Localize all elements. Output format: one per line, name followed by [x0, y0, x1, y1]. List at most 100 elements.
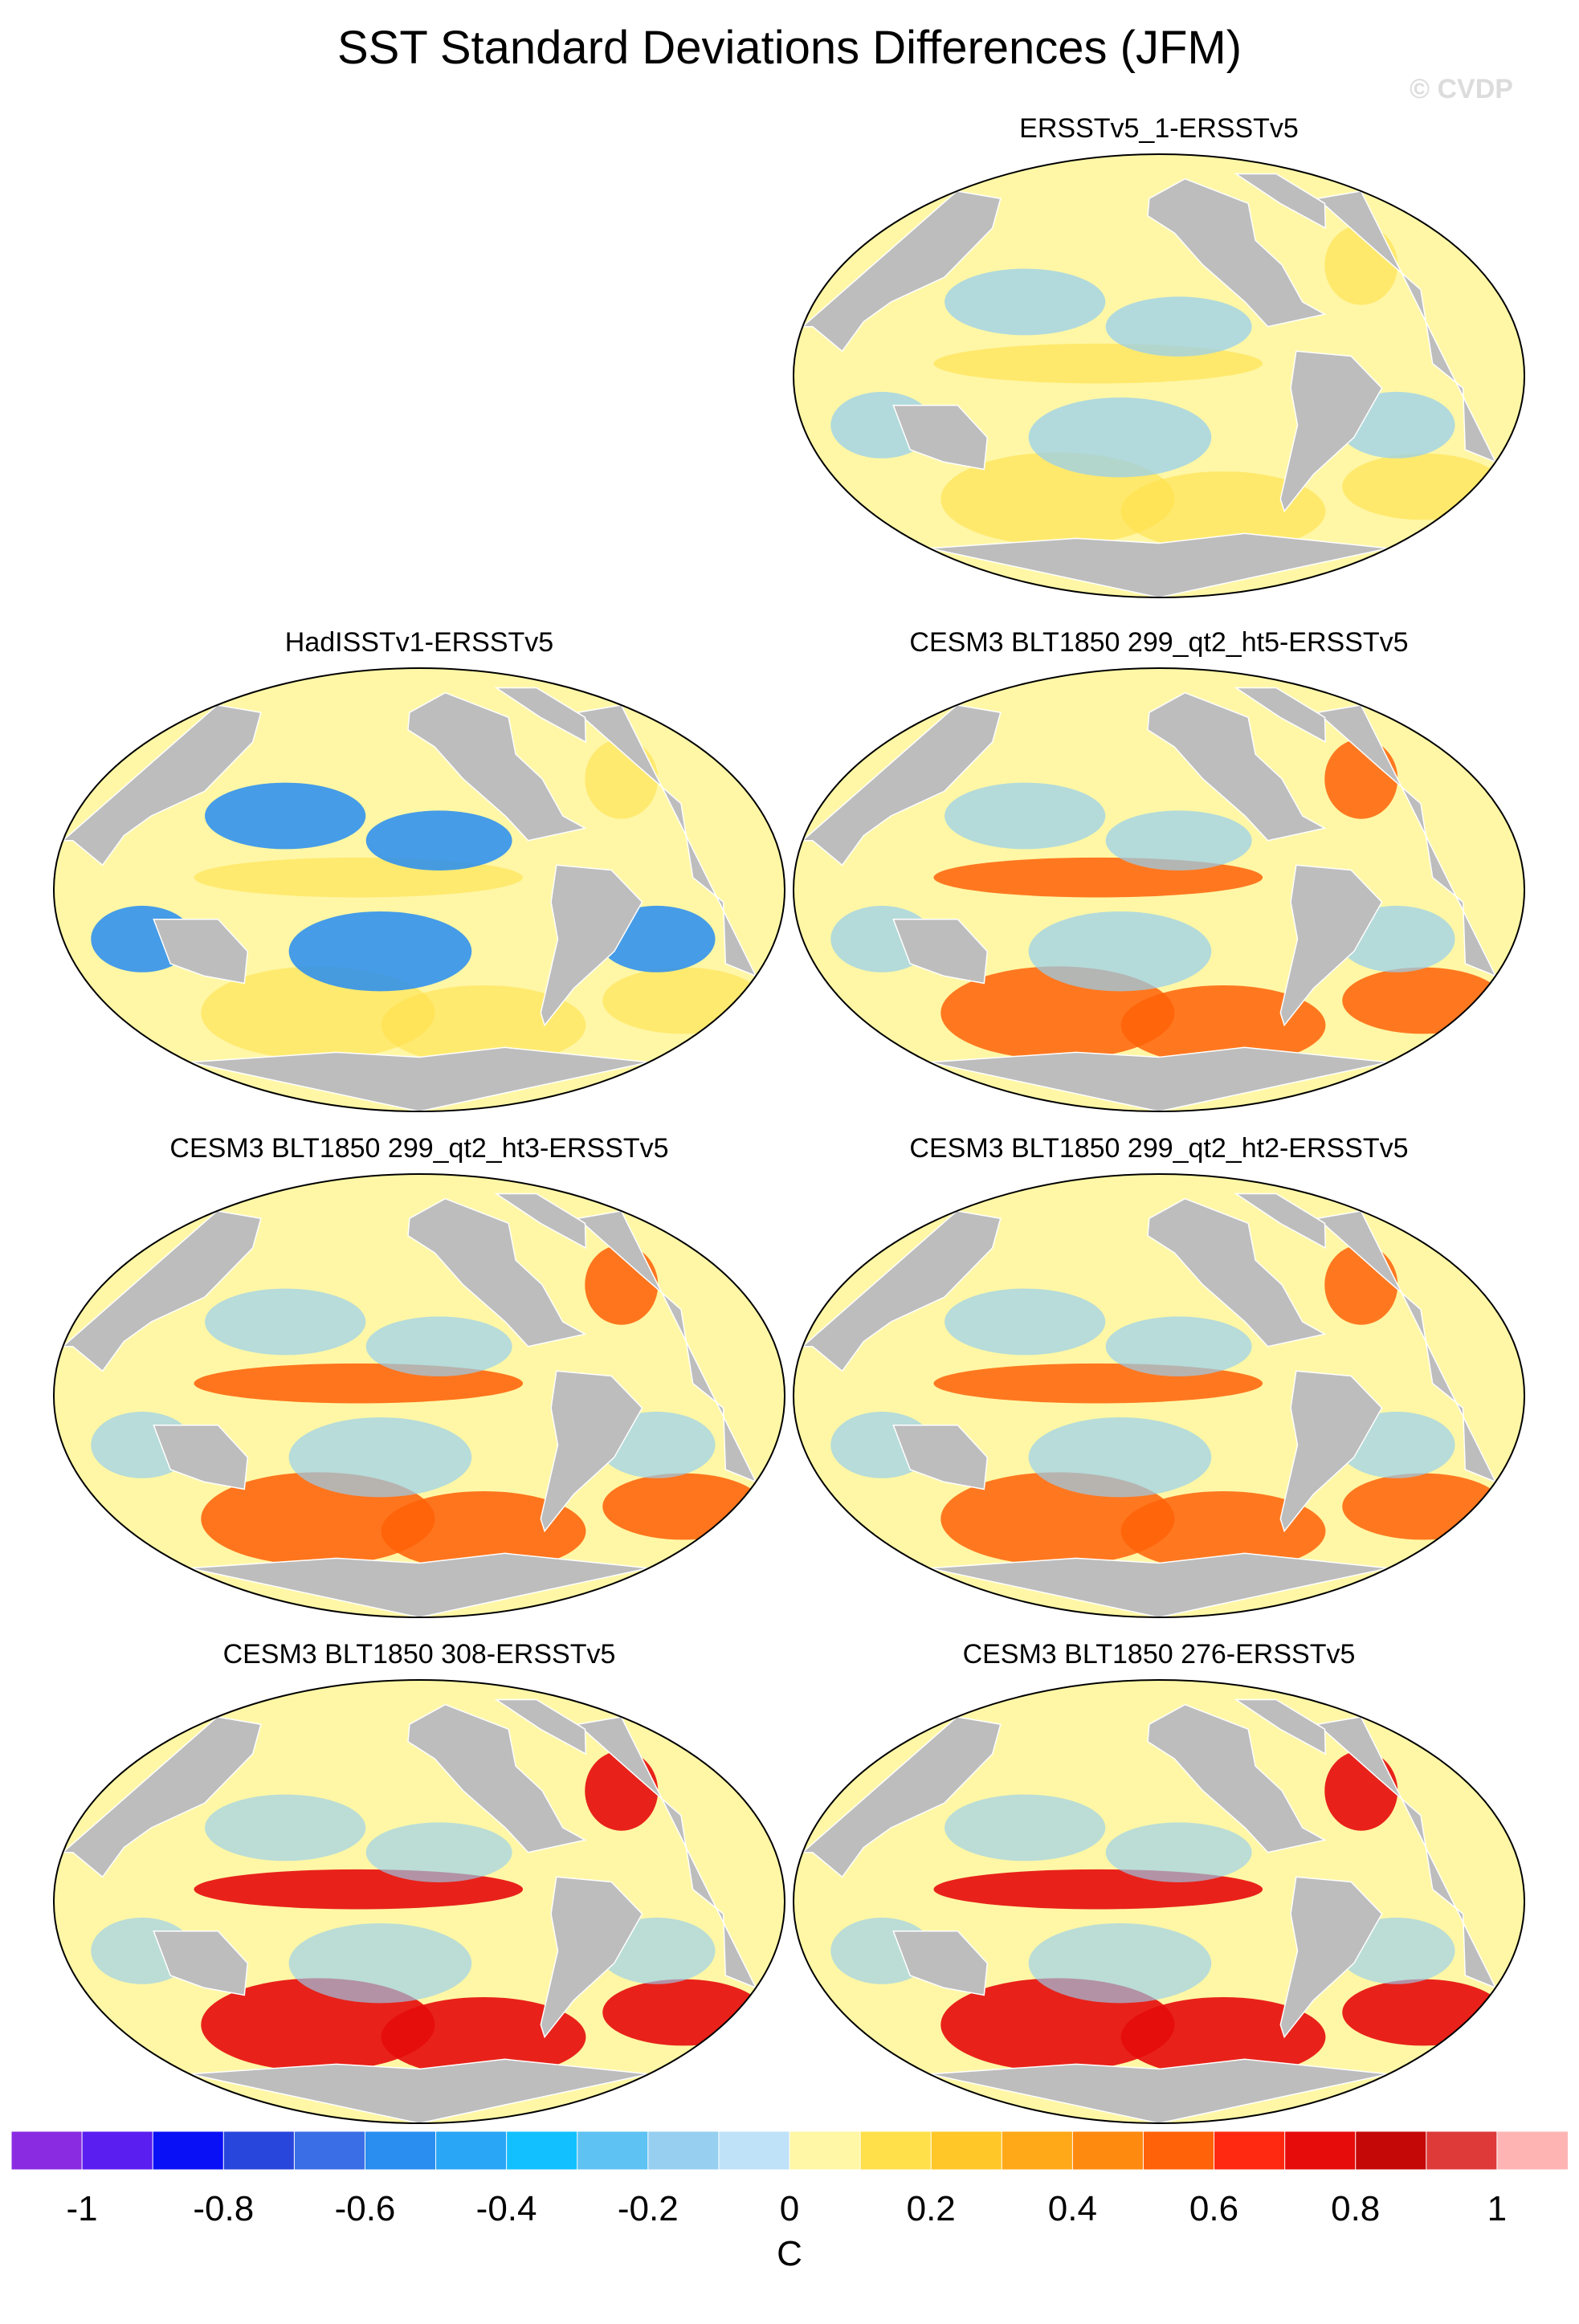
australia-land — [892, 1425, 989, 1490]
south-america-land — [540, 1876, 643, 2039]
cold-anomaly-region — [1028, 397, 1212, 478]
europe-africa-land — [1316, 704, 1497, 977]
world-map — [793, 667, 1525, 1112]
greenland-land — [1234, 687, 1327, 744]
colorbar-tick-label: 0.6 — [1189, 2189, 1239, 2228]
australia-land — [892, 919, 989, 985]
cold-anomaly-region — [288, 1922, 472, 2004]
greenland-land — [494, 1698, 587, 1755]
europe-africa-land — [576, 704, 757, 977]
cold-anomaly-region — [365, 1822, 512, 1882]
warm-anomaly-region — [381, 1490, 586, 1572]
south-america-land — [1279, 1876, 1383, 2039]
map-outline — [53, 1173, 785, 1618]
world-map — [53, 667, 785, 1112]
warm-anomaly-region — [1342, 1979, 1504, 2046]
cold-anomaly-region — [1028, 1922, 1212, 2004]
panel-title: HadISSTv1-ERSSTv5 — [284, 627, 554, 658]
north-america-land — [1147, 1703, 1327, 1853]
colorbar-swatch — [222, 2131, 296, 2170]
warm-anomaly-region — [1342, 1473, 1504, 1540]
watermark: © CVDP — [1410, 74, 1513, 104]
colorbar-swatch — [293, 2131, 366, 2170]
map-outline — [793, 1173, 1525, 1618]
warm-anomaly-region — [1120, 1490, 1326, 1572]
australia-land — [153, 919, 249, 985]
warm-anomaly-region — [602, 1473, 764, 1540]
panel-title: CESM3 BLT1850 308-ERSSTv5 — [222, 1639, 616, 1670]
colorbar-tick-label: 0.2 — [906, 2189, 956, 2228]
australia-land — [153, 1425, 249, 1490]
colorbar-swatch — [506, 2131, 578, 2170]
colorbar-tick-label: -0.6 — [334, 2189, 396, 2228]
warm-anomaly-region — [1120, 985, 1326, 1066]
colorbar-swatch — [1142, 2131, 1215, 2170]
antarctica-land — [928, 1046, 1389, 1111]
south-america-land — [1279, 350, 1383, 513]
map-outline — [53, 667, 785, 1112]
panel-title: CESM3 BLT1850 299_qt2_ht2-ERSSTv5 — [909, 1133, 1409, 1164]
antarctica-land — [189, 1046, 650, 1111]
world-map — [53, 1679, 785, 2124]
warm-anomaly-region — [602, 967, 764, 1034]
cold-anomaly-region — [945, 1794, 1106, 1861]
colorbar-swatch — [1001, 2131, 1074, 2170]
warm-anomaly-region — [381, 985, 586, 1066]
north-america-land — [1147, 1197, 1327, 1348]
panel-title: CESM3 BLT1850 276-ERSSTv5 — [962, 1639, 1356, 1670]
colorbar-swatch — [1426, 2131, 1498, 2170]
warm-anomaly-region — [1120, 1996, 1326, 2077]
map-panel: CESM3 BLT1850 299_qt2_ht5-ERSSTv5 — [790, 626, 1528, 1124]
colorbar-swatch — [1496, 2131, 1568, 2170]
colorbar-swatch — [81, 2131, 154, 2170]
world-map — [793, 1679, 1525, 2124]
australia-land — [892, 405, 989, 471]
south-america-land — [540, 864, 643, 1027]
asia-land — [801, 1716, 1002, 1878]
europe-africa-land — [576, 1210, 757, 1483]
antarctica-land — [928, 1552, 1389, 1617]
world-map — [793, 1173, 1525, 1618]
south-america-land — [1279, 864, 1383, 1027]
colorbar-tick-label: 0.8 — [1331, 2189, 1381, 2228]
north-america-land — [407, 691, 587, 842]
greenland-land — [494, 687, 587, 744]
colorbar-swatch — [1355, 2131, 1427, 2170]
antarctica-land — [189, 1552, 650, 1617]
colorbar-swatch — [718, 2131, 790, 2170]
antarctica-land — [189, 2058, 650, 2123]
colorbar-swatch — [930, 2131, 1003, 2170]
north-america-land — [1147, 691, 1327, 842]
cold-anomaly-region — [365, 1316, 512, 1376]
colorbar-unit-label: C — [777, 2234, 802, 2273]
colorbar-swatch — [152, 2131, 225, 2170]
greenland-land — [1234, 173, 1327, 230]
panel-title: ERSSTv5_1-ERSSTv5 — [1019, 113, 1299, 144]
map-outline — [53, 1679, 785, 2124]
colorbar-swatch — [364, 2131, 437, 2170]
cold-anomaly-region — [288, 911, 472, 992]
cold-anomaly-region — [205, 1794, 366, 1861]
north-america-land — [407, 1703, 587, 1853]
north-america-land — [1147, 177, 1327, 328]
colorbar — [11, 2131, 1568, 2215]
cold-anomaly-region — [288, 1417, 472, 1498]
australia-land — [153, 1931, 249, 1996]
europe-africa-land — [576, 1716, 757, 1989]
cold-anomaly-region — [1028, 911, 1212, 992]
asia-land — [61, 1210, 262, 1372]
colorbar-swatch — [435, 2131, 508, 2170]
colorbar-tick-label: -0.2 — [617, 2189, 679, 2228]
cold-anomaly-region — [205, 782, 366, 850]
warm-anomaly-region — [602, 1979, 764, 2046]
world-map — [53, 1173, 785, 1618]
colorbar-swatch — [11, 2131, 84, 2170]
map-panel: CESM3 BLT1850 276-ERSSTv5 — [790, 1638, 1528, 2136]
warm-anomaly-region — [1342, 967, 1504, 1034]
cold-anomaly-region — [945, 1288, 1106, 1356]
map-panel: ERSSTv5_1-ERSSTv5 — [790, 112, 1528, 610]
colorbar-swatch — [789, 2131, 862, 2170]
cold-anomaly-region — [1105, 1822, 1252, 1882]
south-america-land — [1279, 1370, 1383, 1533]
map-outline — [793, 153, 1525, 598]
